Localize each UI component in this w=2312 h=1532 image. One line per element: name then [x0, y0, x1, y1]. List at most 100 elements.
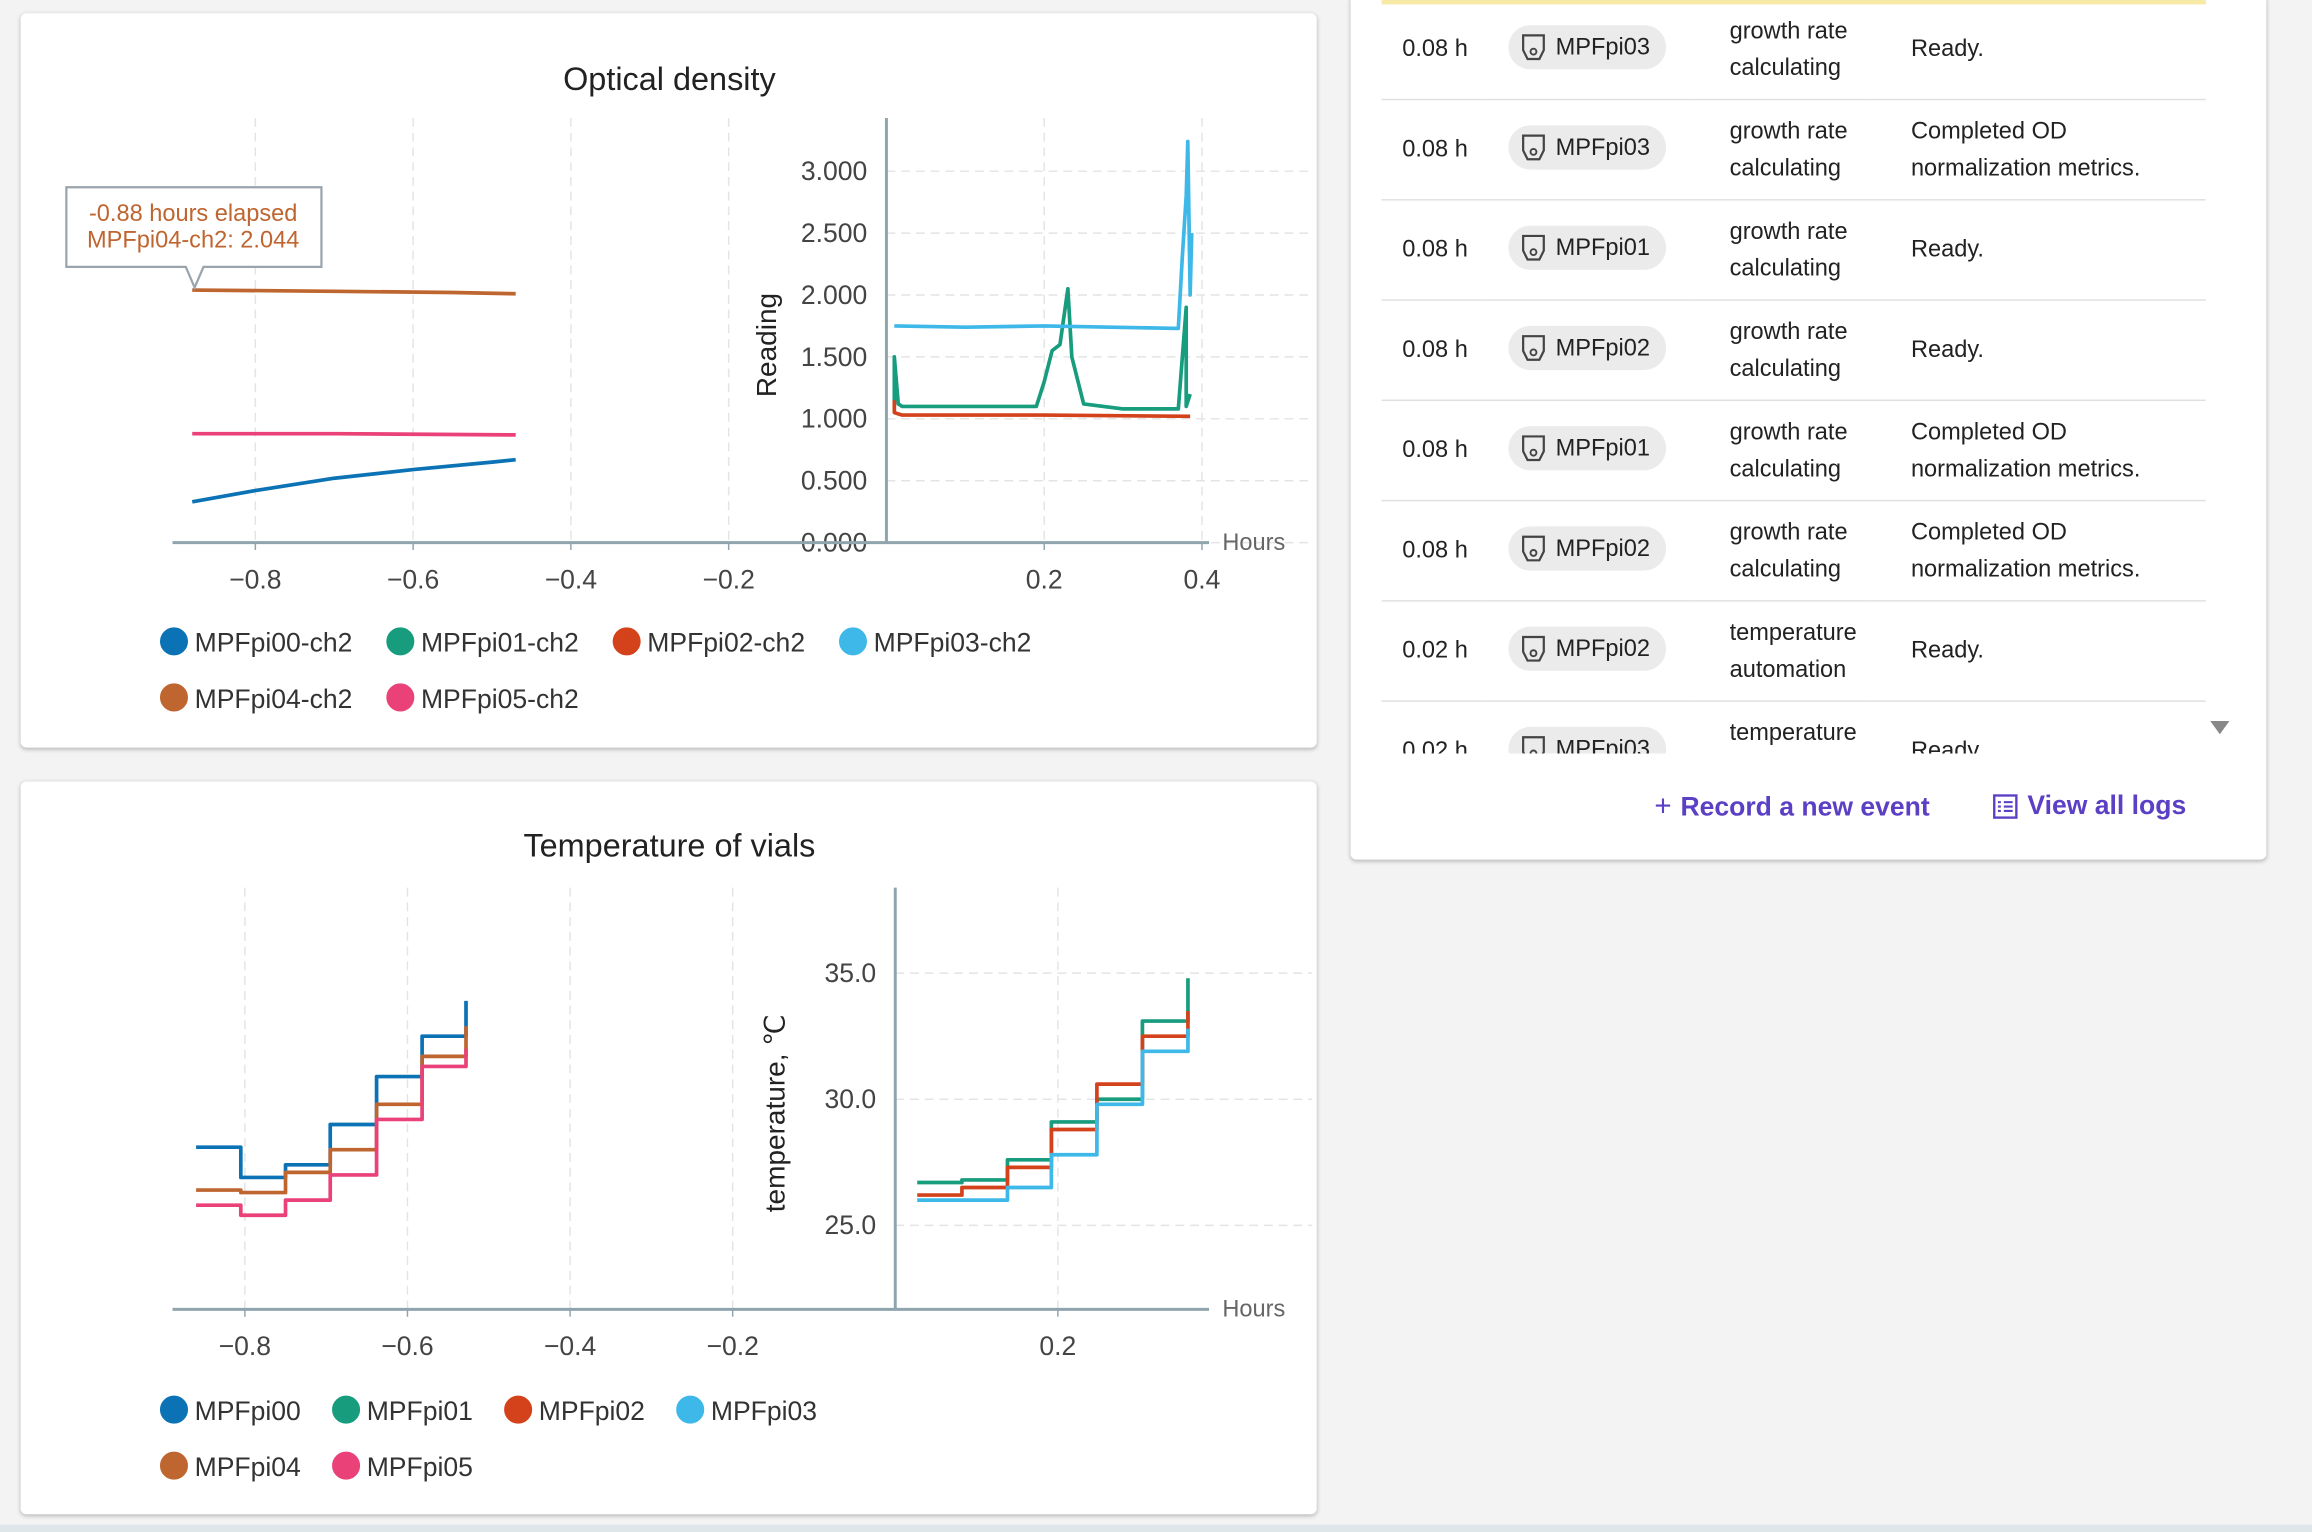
- list-icon: [1993, 793, 2018, 819]
- unit-icon: [1522, 335, 1545, 361]
- log-message: Ready.: [1869, 0, 2206, 101]
- series-line: [894, 139, 1194, 331]
- unit-name: MPFpi02: [1555, 535, 1651, 562]
- unit-icon: [1522, 535, 1545, 562]
- unit-name: MPFpi03: [1555, 134, 1651, 160]
- unit-icon: [1522, 134, 1545, 161]
- x-tick-label: −0.6: [381, 1331, 433, 1361]
- legend-label: MPFpi02: [539, 1396, 645, 1426]
- unit-chip: MPFpi02: [1508, 526, 1667, 571]
- legend-swatch: [158, 625, 190, 657]
- legend-label: MPFpi04-ch2: [195, 684, 353, 714]
- y-tick-label: 35.0: [824, 958, 876, 988]
- legend-label: MPFpi00-ch2: [195, 628, 353, 658]
- series-line: [892, 400, 1191, 419]
- event-log: 0.08 h MPFpi03 growth rate calculating Read…: [1381, 0, 2237, 754]
- log-time: 0.08 h: [1381, 0, 1488, 101]
- log-row: 0.08 h MPFpi01 growth rate calculating Read…: [1381, 199, 2206, 301]
- log-time: 0.08 h: [1381, 99, 1488, 201]
- legend-swatch: [674, 1394, 706, 1426]
- legend-swatch: [330, 1394, 362, 1426]
- bottom-bar: [0, 1524, 2312, 1532]
- log-time: 0.08 h: [1381, 199, 1488, 301]
- log-unit: MPFpi01: [1487, 199, 1695, 301]
- x-tick-label: 0.4: [1184, 564, 1221, 594]
- unit-icon: [1522, 635, 1545, 662]
- series-line: [196, 1000, 468, 1180]
- unit-name: MPFpi01: [1555, 435, 1651, 461]
- y-tick-label: 3.000: [801, 156, 867, 186]
- log-row: 0.08 h MPFpi01 growth rate calculating Comp…: [1381, 400, 2206, 502]
- legend-label: MPFpi05-ch2: [421, 684, 579, 714]
- log-event: temperature automation: [1694, 600, 1870, 702]
- log-row: 0.08 h MPFpi03 growth rate calculating Read…: [1381, 0, 2206, 101]
- x-tick-label: −0.4: [545, 564, 597, 594]
- x-tick-label: −0.2: [706, 1331, 758, 1361]
- unit-chip: MPFpi03: [1508, 726, 1667, 754]
- legend-swatch: [611, 625, 643, 657]
- legend-label: MPFpi00: [195, 1396, 301, 1426]
- legend-swatch: [502, 1394, 534, 1426]
- series-line: [192, 288, 516, 296]
- log-event: growth rate calculating: [1694, 199, 1870, 301]
- unit-icon: [1522, 34, 1545, 61]
- unit-name: MPFpi02: [1555, 636, 1651, 662]
- y-axis-label: temperature, ℃: [760, 1014, 791, 1212]
- log-event: growth rate calculating: [1694, 300, 1870, 402]
- log-event: growth rate calculating: [1694, 0, 1870, 101]
- log-unit: MPFpi03: [1487, 99, 1695, 201]
- log-row: 0.08 h MPFpi03 growth rate calculating Comp…: [1381, 99, 2206, 201]
- unit-name: MPFpi03: [1555, 736, 1651, 754]
- log-unit: MPFpi01: [1487, 400, 1695, 502]
- log-time: 0.02 h: [1381, 600, 1488, 702]
- legend-label: MPFpi01: [367, 1396, 473, 1426]
- legend-swatch: [330, 1450, 362, 1482]
- legend-label: MPFpi05: [367, 1452, 473, 1482]
- tooltip-text: -0.88 hours elapsed: [89, 200, 297, 226]
- unit-icon: [1522, 234, 1545, 261]
- view-logs-link[interactable]: View all logs: [1992, 790, 2186, 821]
- unit-name: MPFpi03: [1555, 34, 1651, 60]
- temp-chart: Temperature of vials −0.8 −0.6 −0.4 −0.2 0.2 2…: [158, 828, 1313, 1482]
- log-unit: MPFpi02: [1487, 500, 1695, 602]
- log-message: Completed OD normalization metrics.: [1869, 99, 2206, 201]
- x-tick-label: −0.8: [219, 1331, 271, 1361]
- x-axis-label: Hours: [1222, 1296, 1285, 1322]
- log-time: 0.08 h: [1381, 300, 1488, 402]
- y-tick-label: 1.000: [801, 404, 867, 434]
- y-tick-label: 25.0: [824, 1210, 876, 1240]
- log-unit: MPFpi03: [1487, 701, 1695, 754]
- log-time: 0.08 h: [1381, 400, 1488, 502]
- log-row: 0.08 h MPFpi02 growth rate calculating Comp…: [1381, 500, 2206, 602]
- plus-icon: +: [1654, 790, 1672, 823]
- log-row: 0.02 h MPFpi02 temperature automation Ready…: [1381, 600, 2206, 702]
- tooltip-text: MPFpi04-ch2: 2.044: [87, 227, 299, 253]
- od-chart: Optical density−0.8 −0.6 −0.4 −0.2 0.2 0.40.0…: [65, 61, 1313, 714]
- series-line: [196, 1048, 468, 1218]
- x-tick-label: 0.2: [1039, 1331, 1076, 1361]
- x-tick-label: −0.4: [544, 1331, 596, 1361]
- series-line: [917, 978, 1190, 1185]
- log-row: 0.02 h MPFpi03 temperature automationReady…: [1381, 701, 2206, 754]
- y-tick-label: 2.500: [801, 218, 867, 248]
- temp-card: Temperature of vials −0.8 −0.6 −0.4 −0.2 0.2 2…: [20, 781, 1317, 1515]
- legend-swatch: [158, 681, 190, 713]
- log-event: growth rate calculating: [1694, 99, 1870, 201]
- unit-icon: [1522, 736, 1545, 754]
- y-tick-label: 1.500: [801, 342, 867, 372]
- link-text: Record a new event: [1680, 791, 1930, 822]
- log-message: Ready.: [1869, 600, 2206, 702]
- legend-swatch: [158, 1394, 190, 1426]
- unit-chip: MPFpi02: [1508, 325, 1667, 371]
- x-tick-label: −0.2: [702, 564, 754, 594]
- unit-name: MPFpi01: [1555, 235, 1651, 261]
- legend-label: MPFpi02-ch2: [647, 628, 805, 658]
- unit-chip: MPFpi03: [1508, 25, 1667, 70]
- log-unit: MPFpi02: [1487, 300, 1695, 402]
- link-text: View all logs: [2027, 790, 2187, 820]
- legend-swatch: [384, 681, 416, 713]
- unit-chip: MPFpi03: [1508, 125, 1667, 170]
- record-event-link[interactable]: + Record a new event: [1654, 790, 1929, 824]
- scroll-arrow[interactable]: [2210, 721, 2230, 736]
- log-message: Ready.: [1869, 199, 2206, 301]
